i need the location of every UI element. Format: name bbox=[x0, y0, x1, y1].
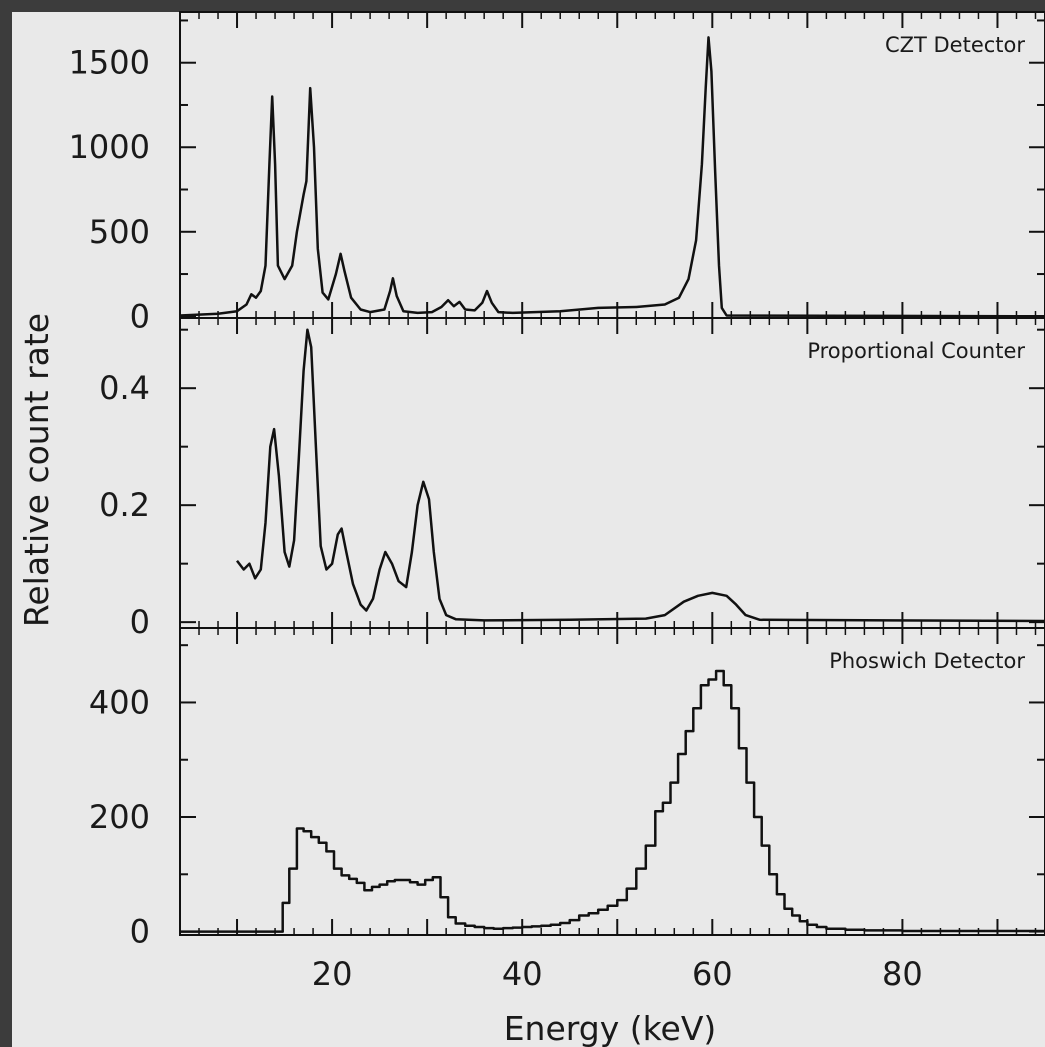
y-tick-label: 0.2 bbox=[99, 486, 150, 524]
y-tick-label: 0 bbox=[130, 913, 150, 951]
x-tick-label: 80 bbox=[882, 955, 923, 993]
y-tick-label: 0 bbox=[130, 603, 150, 641]
x-tick-label: 40 bbox=[502, 955, 543, 993]
y-axis-title: Relative count rate bbox=[17, 313, 56, 627]
series-line-3-1 bbox=[180, 669, 1045, 933]
axis-labels: 0 500 1000 1500 CZT Detector 0 0.2 0.4 Proportio… bbox=[69, 33, 1026, 993]
y-tick-label: 0 bbox=[130, 297, 150, 335]
y-tick-label: 500 bbox=[89, 213, 150, 251]
panel-label-2: Proportional Counter bbox=[807, 339, 1025, 363]
data-traces bbox=[179, 36, 1045, 933]
x-tick-label: 60 bbox=[692, 955, 733, 993]
y-tick-label: 1500 bbox=[69, 44, 150, 82]
y-tick-label: 0.4 bbox=[99, 369, 150, 407]
panel-frames bbox=[179, 11, 1045, 936]
panel-frame-3 bbox=[179, 627, 1045, 936]
x-axis-title: Energy (keV) bbox=[504, 1009, 717, 1047]
panel-label-1: CZT Detector bbox=[885, 33, 1025, 57]
y-tick-label: 400 bbox=[89, 683, 150, 721]
series-line-1-1 bbox=[179, 36, 1045, 318]
panel-frame-2 bbox=[179, 317, 1045, 629]
panel-label-3: Phoswich Detector bbox=[829, 649, 1025, 673]
series-line-2-1 bbox=[236, 328, 1045, 623]
axis-ticks bbox=[180, 12, 1045, 935]
panel-frame-1 bbox=[179, 11, 1045, 319]
y-tick-label: 1000 bbox=[69, 128, 150, 166]
y-tick-label: 200 bbox=[89, 798, 150, 836]
x-tick-label: 20 bbox=[312, 955, 353, 993]
